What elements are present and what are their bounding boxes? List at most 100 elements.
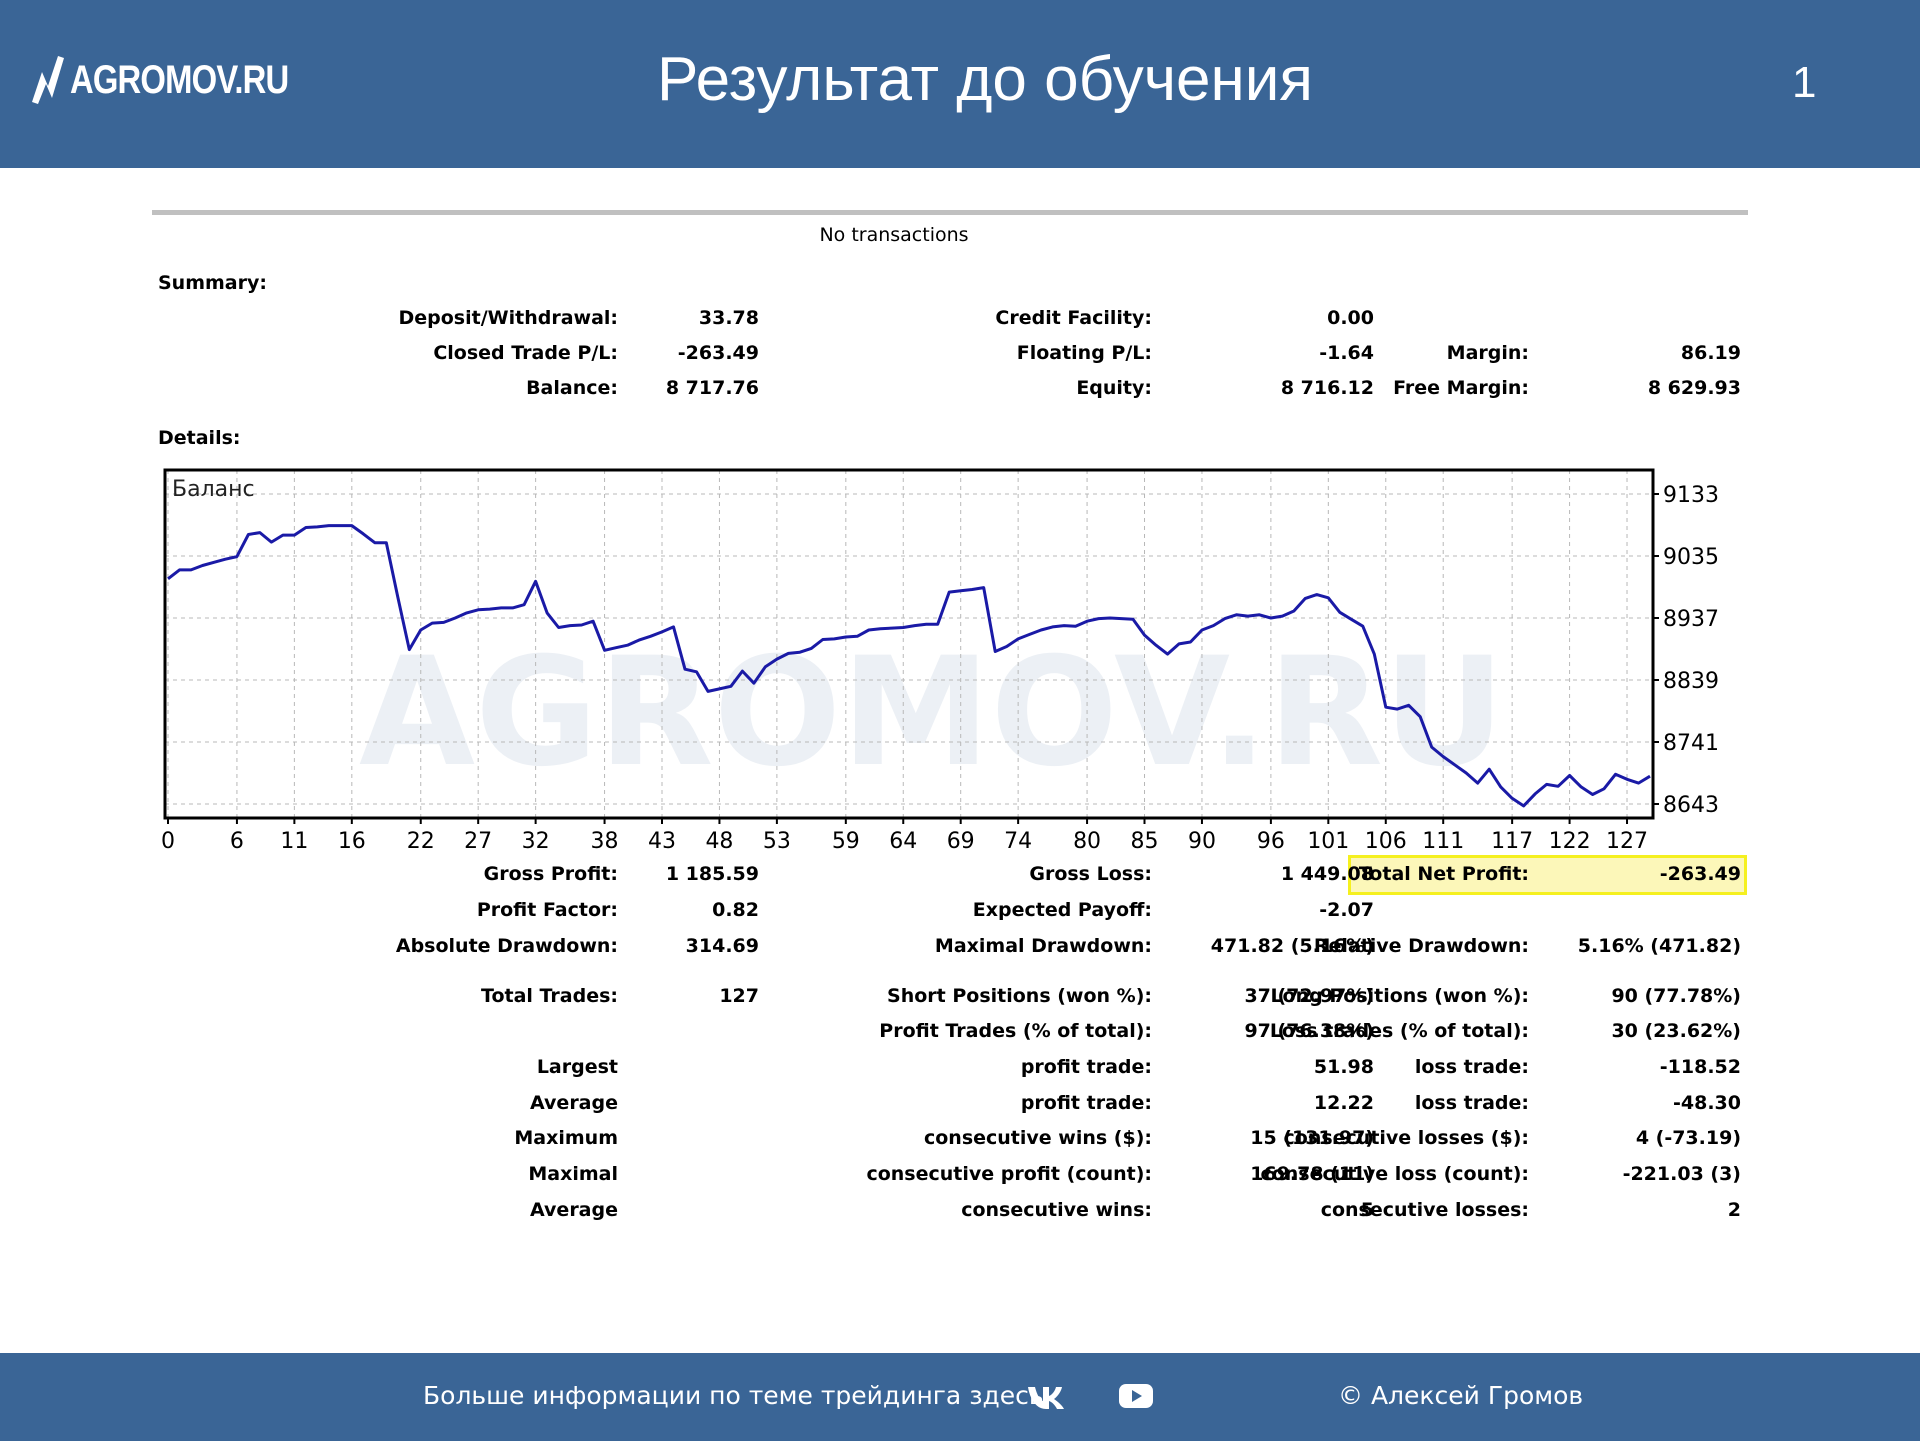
- detail-label: Expected Payoff:: [972, 899, 1152, 921]
- detail-value: 5: [1360, 1199, 1374, 1221]
- x-tick-label: 48: [705, 829, 733, 854]
- vk-icon[interactable]: [1026, 1383, 1070, 1411]
- detail-value: 2: [1727, 1199, 1741, 1221]
- y-tick-label: 8937: [1663, 607, 1719, 632]
- summary-value: -1.64: [1319, 342, 1374, 364]
- x-tick-label: 101: [1307, 829, 1349, 854]
- summary-value: -263.49: [677, 342, 759, 364]
- detail-label: loss trade:: [1414, 1092, 1529, 1114]
- x-tick-label: 43: [648, 829, 676, 854]
- detail-value: 15 (131.97): [1250, 1127, 1374, 1149]
- slide-title: Результат до обучения: [657, 45, 1313, 114]
- summary-label: Margin:: [1446, 342, 1529, 364]
- detail-value: 0.82: [712, 899, 759, 921]
- detail-label: consecutive losses:: [1320, 1199, 1529, 1221]
- detail-value: 5.16% (471.82): [1577, 935, 1741, 957]
- summary-label: Floating P/L:: [1016, 342, 1152, 364]
- detail-label: profit trade:: [1020, 1056, 1152, 1078]
- detail-value: 169.78 (11): [1250, 1163, 1374, 1185]
- y-tick-label: 9035: [1663, 545, 1719, 570]
- summary-label: Deposit/Withdrawal:: [398, 307, 618, 329]
- x-tick-label: 90: [1188, 829, 1216, 854]
- detail-value: 314.69: [685, 935, 759, 957]
- detail-value: -263.49: [1659, 863, 1741, 885]
- detail-label: consecutive profit (count):: [866, 1163, 1152, 1185]
- x-tick-label: 96: [1257, 829, 1285, 854]
- slide-footer: Больше информации по теме трейдинга здес…: [0, 1353, 1920, 1441]
- x-tick-label: 11: [280, 829, 308, 854]
- watermark-text: AGROMOV.RU: [359, 626, 1505, 800]
- detail-label: loss trade:: [1414, 1056, 1529, 1078]
- no-transactions-text: No transactions: [819, 224, 969, 246]
- detail-value: 1 449.08: [1280, 863, 1374, 885]
- detail-value: 471.82 (5.16%): [1210, 935, 1374, 957]
- x-tick-label: 64: [889, 829, 917, 854]
- summary-value: 8 629.93: [1647, 377, 1741, 399]
- detail-label: consecutive loss (count):: [1260, 1163, 1529, 1185]
- chart-grid: [165, 470, 1653, 818]
- detail-label: Largest: [536, 1056, 618, 1078]
- detail-value: 12.22: [1313, 1092, 1374, 1114]
- logo-text: AGROMOV.RU: [70, 57, 289, 102]
- youtube-icon[interactable]: [1118, 1381, 1154, 1411]
- detail-label: Maximum: [514, 1127, 618, 1149]
- detail-label: Long Positions (won %):: [1270, 985, 1529, 1007]
- x-tick-label: 27: [464, 829, 492, 854]
- watermark: AGROMOV.RU: [359, 626, 1505, 800]
- detail-value: -118.52: [1659, 1056, 1741, 1078]
- summary-label: Closed Trade P/L:: [433, 342, 618, 364]
- detail-label: Maximal: [528, 1163, 618, 1185]
- detail-value: -2.07: [1319, 899, 1374, 921]
- detail-value: 51.98: [1313, 1056, 1374, 1078]
- detail-value: 97 (76.38%): [1244, 1020, 1374, 1042]
- detail-label: Absolute Drawdown:: [395, 935, 618, 957]
- x-tick-label: 122: [1549, 829, 1591, 854]
- detail-label: Maximal Drawdown:: [934, 935, 1152, 957]
- detail-label: Profit Trades (% of total):: [879, 1020, 1152, 1042]
- detail-label: profit trade:: [1020, 1092, 1152, 1114]
- total-net-profit-highlight: [1348, 855, 1747, 895]
- x-tick-label: 32: [522, 829, 550, 854]
- x-tick-label: 106: [1365, 829, 1407, 854]
- x-tick-label: 59: [832, 829, 860, 854]
- detail-label: consecutive wins:: [961, 1199, 1152, 1221]
- footer-info-text: Больше информации по теме трейдинга здес…: [423, 1381, 1044, 1410]
- detail-label: Relative Drawdown:: [1313, 935, 1529, 957]
- detail-value: 90 (77.78%): [1611, 985, 1741, 1007]
- summary-value: 8 716.12: [1280, 377, 1374, 399]
- detail-value: -221.03 (3): [1622, 1163, 1741, 1185]
- trading-report: No transactions Summary: Deposit/Withdra…: [152, 208, 1748, 1258]
- lightning-logo-icon: [32, 56, 64, 104]
- summary-label: Credit Facility:: [995, 307, 1152, 329]
- logo: AGROMOV.RU: [28, 52, 336, 108]
- detail-value: 4 (-73.19): [1635, 1127, 1741, 1149]
- detail-label: Gross Profit:: [483, 863, 618, 885]
- balance-line: [167, 524, 1651, 808]
- detail-label: Gross Loss:: [1029, 863, 1152, 885]
- detail-label: Average: [530, 1092, 618, 1114]
- slide-header: AGROMOV.RU Результат до обучения 1: [0, 0, 1920, 168]
- y-tick-label: 9133: [1663, 483, 1719, 508]
- detail-label: consecutive wins ($):: [923, 1127, 1152, 1149]
- detail-label: Short Positions (won %):: [887, 985, 1152, 1007]
- y-axis-ticks: 9133 9035 8937 8839 8741 8643: [1653, 483, 1719, 818]
- x-tick-label: 74: [1004, 829, 1032, 854]
- x-tick-label: 127: [1606, 829, 1648, 854]
- chart-frame: [163, 468, 1655, 820]
- x-tick-label: 0: [161, 829, 175, 854]
- x-tick-label: 22: [407, 829, 435, 854]
- x-tick-label: 117: [1491, 829, 1533, 854]
- detail-label: Total Trades:: [481, 985, 618, 1007]
- x-tick-label: 85: [1131, 829, 1159, 854]
- detail-value: 30 (23.62%): [1611, 1020, 1741, 1042]
- summary-label: Balance:: [526, 377, 618, 399]
- x-tick-label: 16: [338, 829, 366, 854]
- balance-series-line: [167, 524, 1651, 808]
- summary-value: 86.19: [1680, 342, 1741, 364]
- x-tick-label: 38: [591, 829, 619, 854]
- detail-label: Total Net Profit:: [1358, 863, 1529, 885]
- summary-label: Free Margin:: [1393, 377, 1529, 399]
- summary-value: 8 717.76: [665, 377, 759, 399]
- x-tick-label: 80: [1073, 829, 1101, 854]
- x-tick-label: 53: [763, 829, 791, 854]
